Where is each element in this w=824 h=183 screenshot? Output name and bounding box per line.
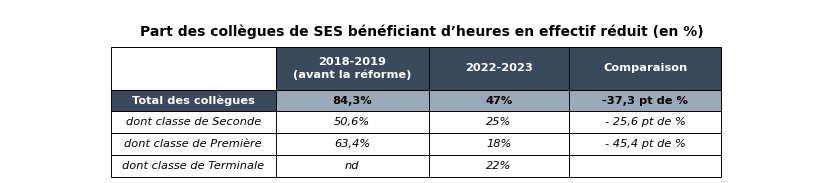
Bar bbox=[276, 47, 428, 90]
Text: dont classe de Seconde: dont classe de Seconde bbox=[125, 117, 261, 127]
Bar bbox=[569, 111, 722, 133]
Text: 22%: 22% bbox=[486, 161, 511, 171]
Text: 18%: 18% bbox=[486, 139, 511, 149]
Bar bbox=[569, 90, 722, 111]
Text: dont classe de Terminale: dont classe de Terminale bbox=[122, 161, 265, 171]
Text: 2018-2019
(avant la réforme): 2018-2019 (avant la réforme) bbox=[293, 57, 411, 80]
Bar bbox=[428, 90, 569, 111]
Text: 2022-2023: 2022-2023 bbox=[465, 64, 532, 73]
Bar bbox=[428, 47, 569, 90]
Text: 25%: 25% bbox=[486, 117, 511, 127]
Bar bbox=[428, 155, 569, 177]
Bar bbox=[569, 133, 722, 155]
Text: - 45,4 pt de %: - 45,4 pt de % bbox=[605, 139, 686, 149]
Text: nd: nd bbox=[345, 161, 359, 171]
Bar bbox=[428, 133, 569, 155]
Bar bbox=[110, 133, 276, 155]
Text: Part des collègues de SES bénéficiant d’heures en effectif réduit (en %): Part des collègues de SES bénéficiant d’… bbox=[140, 25, 705, 39]
Bar bbox=[276, 133, 428, 155]
Bar bbox=[569, 155, 722, 177]
Text: 50,6%: 50,6% bbox=[334, 117, 370, 127]
Text: -37,3 pt de %: -37,3 pt de % bbox=[602, 96, 688, 106]
Bar bbox=[110, 155, 276, 177]
Text: - 25,6 pt de %: - 25,6 pt de % bbox=[605, 117, 686, 127]
Bar bbox=[110, 47, 276, 90]
Text: Comparaison: Comparaison bbox=[603, 64, 687, 73]
Text: 47%: 47% bbox=[485, 96, 513, 106]
Text: 63,4%: 63,4% bbox=[334, 139, 370, 149]
Bar bbox=[110, 90, 276, 111]
Bar bbox=[276, 111, 428, 133]
Text: 84,3%: 84,3% bbox=[332, 96, 372, 106]
Bar bbox=[569, 47, 722, 90]
Text: Total des collègues: Total des collègues bbox=[132, 95, 255, 106]
Bar bbox=[276, 155, 428, 177]
Text: dont classe de Première: dont classe de Première bbox=[124, 139, 262, 149]
Bar bbox=[110, 111, 276, 133]
Bar bbox=[428, 111, 569, 133]
Bar bbox=[276, 90, 428, 111]
